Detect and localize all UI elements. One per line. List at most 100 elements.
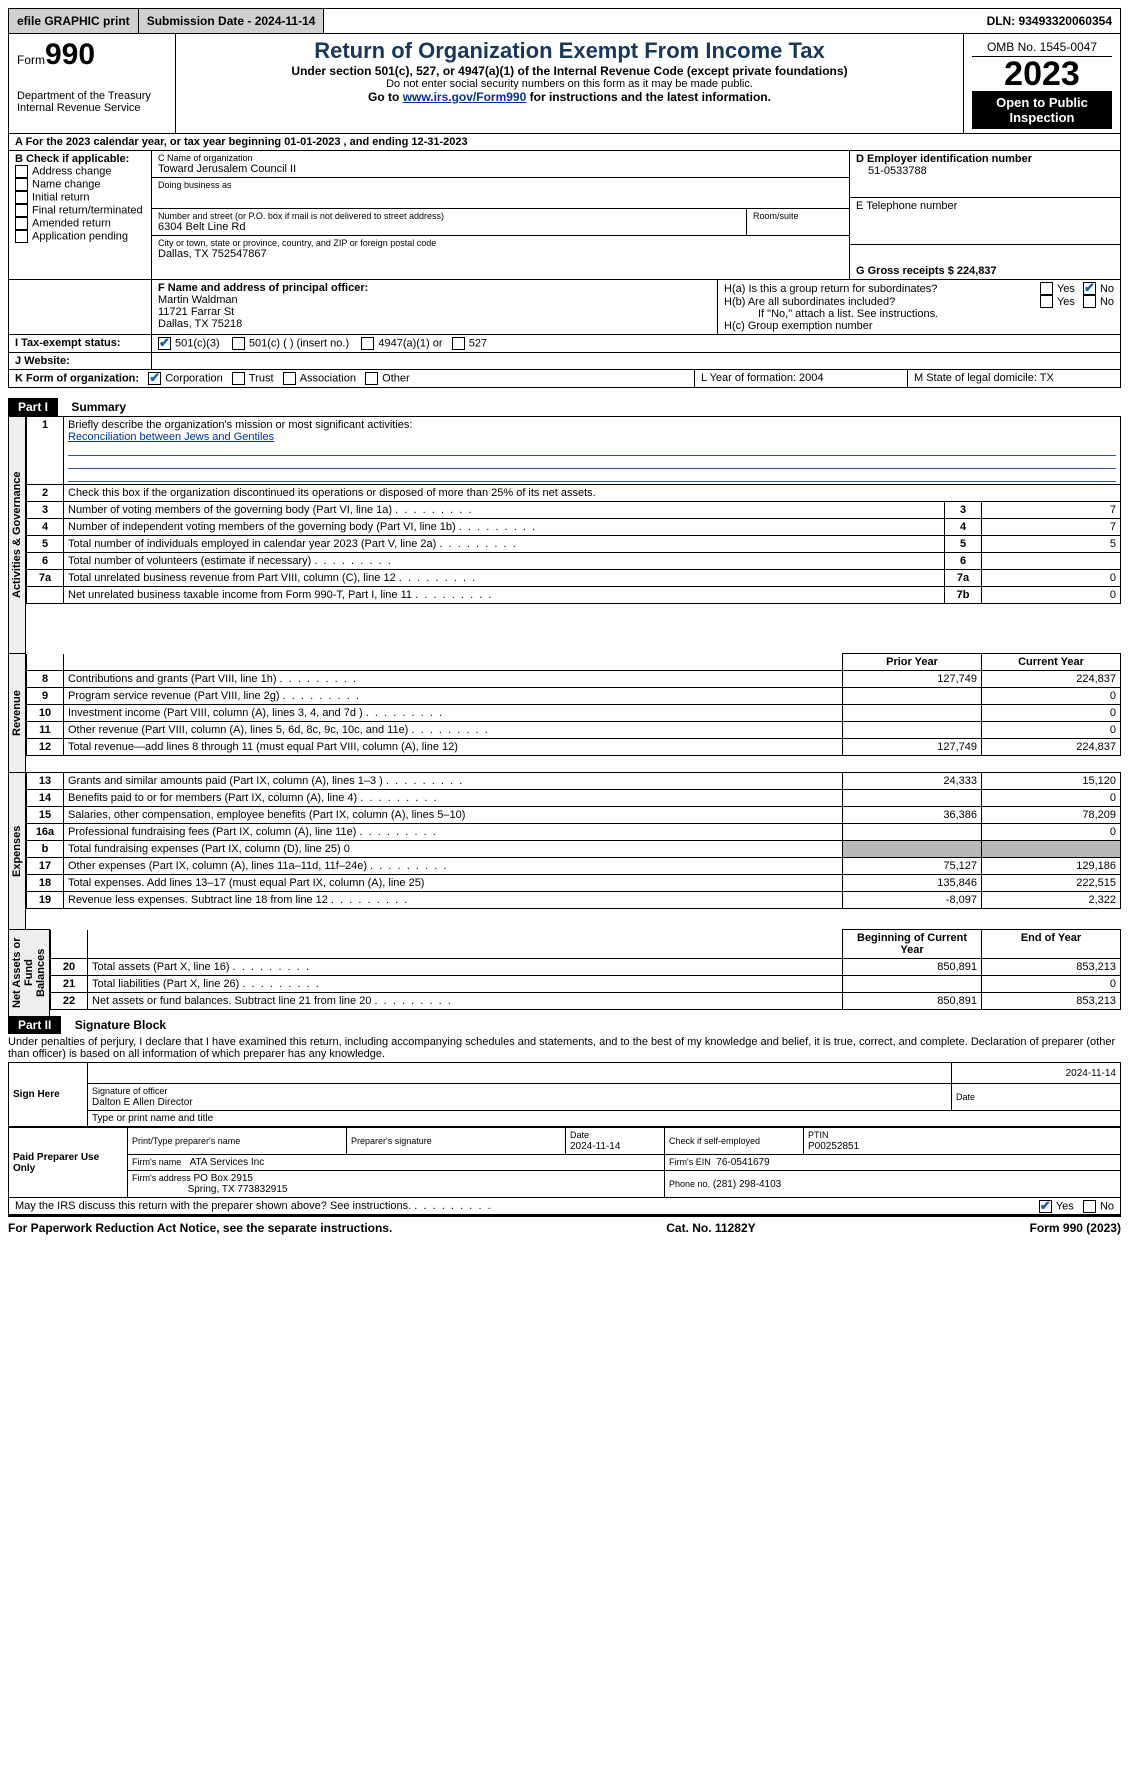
l8-c: 224,837 — [982, 671, 1121, 688]
check-name-change[interactable] — [15, 178, 28, 191]
part2-header: Part II Signature Block — [8, 1016, 1121, 1034]
l13-d: Grants and similar amounts paid (Part IX… — [64, 773, 843, 790]
l7b-desc: Net unrelated business taxable income fr… — [64, 587, 945, 604]
l11-p — [843, 722, 982, 739]
check-amended[interactable] — [15, 217, 28, 230]
l3-val: 7 — [982, 502, 1121, 519]
street: 6304 Belt Line Rd — [158, 221, 740, 233]
check-501c[interactable] — [232, 337, 245, 350]
check-trust[interactable] — [232, 372, 245, 385]
section-exp: Expenses — [8, 772, 26, 929]
l20-p: 850,891 — [843, 959, 982, 976]
hdr-prior: Prior Year — [843, 654, 982, 671]
l11-d: Other revenue (Part VIII, column (A), li… — [64, 722, 843, 739]
box-k-label: K Form of organization: — [15, 372, 139, 384]
efile-print-button[interactable]: efile GRAPHIC print — [9, 9, 139, 33]
dept-treasury: Department of the Treasury Internal Reve… — [17, 90, 167, 114]
hb-no[interactable] — [1083, 295, 1096, 308]
check-address-change[interactable] — [15, 165, 28, 178]
l9-p — [843, 688, 982, 705]
box-l: L Year of formation: 2004 — [695, 370, 908, 387]
hb-yes[interactable] — [1040, 295, 1053, 308]
website-row: J Website: — [8, 353, 1121, 370]
check-assoc[interactable] — [283, 372, 296, 385]
hdr-end: End of Year — [982, 930, 1121, 959]
footer-mid: Cat. No. 11282Y — [666, 1221, 755, 1235]
ptin: P00252851 — [808, 1141, 859, 1152]
subtitle-section: Under section 501(c), 527, or 4947(a)(1)… — [184, 64, 955, 78]
l8-p: 127,749 — [843, 671, 982, 688]
check-app-pending[interactable] — [15, 230, 28, 243]
l7a-val: 0 — [982, 570, 1121, 587]
l12-c: 224,837 — [982, 739, 1121, 756]
firm-ein: 76-0541679 — [716, 1157, 769, 1168]
part1-header: Part I Summary — [8, 398, 1121, 416]
l16a-c: 0 — [982, 824, 1121, 841]
discuss-yes[interactable] — [1039, 1200, 1052, 1213]
l10-d: Investment income (Part VIII, column (A)… — [64, 705, 843, 722]
check-final-return[interactable] — [15, 204, 28, 217]
org-form-row: K Form of organization: Corporation Trus… — [8, 370, 1121, 388]
prep-date: 2024-11-14 — [570, 1141, 620, 1152]
firm-addr2: Spring, TX 773832915 — [188, 1184, 288, 1195]
l9-d: Program service revenue (Part VIII, line… — [64, 688, 843, 705]
l22-p: 850,891 — [843, 993, 982, 1010]
ha-yes[interactable] — [1040, 282, 1053, 295]
l20-c: 853,213 — [982, 959, 1121, 976]
box-g: G Gross receipts $ 224,837 — [856, 265, 997, 277]
check-4947[interactable] — [361, 337, 374, 350]
footer-right: Form 990 (2023) — [1030, 1221, 1121, 1235]
org-name: Toward Jerusalem Council II — [158, 163, 843, 175]
l16b-d: Total fundraising expenses (Part IX, col… — [64, 841, 843, 858]
irs-link[interactable]: www.irs.gov/Form990 — [403, 90, 527, 104]
l18-p: 135,846 — [843, 875, 982, 892]
tax-year: 2023 — [972, 57, 1112, 91]
l4-desc: Number of independent voting members of … — [64, 519, 945, 536]
l5-desc: Total number of individuals employed in … — [64, 536, 945, 553]
l4-val: 7 — [982, 519, 1121, 536]
page-footer: For Paperwork Reduction Act Notice, see … — [8, 1215, 1121, 1235]
check-527[interactable] — [452, 337, 465, 350]
l7a-desc: Total unrelated business revenue from Pa… — [64, 570, 945, 587]
officer-addr1: 11721 Farrar St — [158, 306, 711, 318]
check-501c3[interactable] — [158, 337, 171, 350]
entity-block: B Check if applicable: Address change Na… — [8, 151, 1121, 280]
l12-d: Total revenue—add lines 8 through 11 (mu… — [64, 739, 843, 756]
l21-d: Total liabilities (Part X, line 26) — [88, 976, 843, 993]
h-b-note: If "No," attach a list. See instructions… — [724, 308, 1114, 320]
hdr-beg: Beginning of Current Year — [843, 930, 982, 959]
ha-no[interactable] — [1083, 282, 1096, 295]
l21-p — [843, 976, 982, 993]
officer-addr2: Dallas, TX 75218 — [158, 318, 711, 330]
check-initial-return[interactable] — [15, 191, 28, 204]
l6-val — [982, 553, 1121, 570]
section-rev: Revenue — [8, 653, 26, 772]
ein: 51-0533788 — [856, 165, 1114, 177]
l15-c: 78,209 — [982, 807, 1121, 824]
tax-exempt-row: I Tax-exempt status: 501(c)(3) 501(c) ( … — [8, 335, 1121, 353]
perjury-text: Under penalties of perjury, I declare th… — [8, 1034, 1121, 1062]
officer-sig: Dalton E Allen Director — [92, 1097, 193, 1108]
firm-name: ATA Services Inc — [190, 1157, 265, 1168]
l21-c: 0 — [982, 976, 1121, 993]
officer-group-block: F Name and address of principal officer:… — [8, 280, 1121, 335]
part1-title: Summary — [61, 398, 136, 416]
box-i-label: I Tax-exempt status: — [9, 335, 152, 352]
l20-d: Total assets (Part X, line 16) — [88, 959, 843, 976]
discuss-no[interactable] — [1083, 1200, 1096, 1213]
submission-date: Submission Date - 2024-11-14 — [139, 9, 325, 33]
check-corp[interactable] — [148, 372, 161, 385]
room-label: Room/suite — [753, 211, 843, 221]
paid-preparer-label: Paid Preparer Use Only — [9, 1128, 128, 1198]
h-a-label: H(a) Is this a group return for subordin… — [724, 283, 1040, 295]
part2-title: Signature Block — [65, 1016, 176, 1034]
open-to-public: Open to Public Inspection — [972, 91, 1112, 129]
box-d-label: D Employer identification number — [856, 153, 1114, 165]
l17-p: 75,127 — [843, 858, 982, 875]
check-other[interactable] — [365, 372, 378, 385]
section-na: Net Assets or Fund Balances — [8, 929, 50, 1016]
footer-left: For Paperwork Reduction Act Notice, see … — [8, 1221, 392, 1235]
l22-d: Net assets or fund balances. Subtract li… — [88, 993, 843, 1010]
l1-label: Briefly describe the organization's miss… — [68, 419, 412, 431]
h-b-label: H(b) Are all subordinates included? — [724, 296, 1040, 308]
